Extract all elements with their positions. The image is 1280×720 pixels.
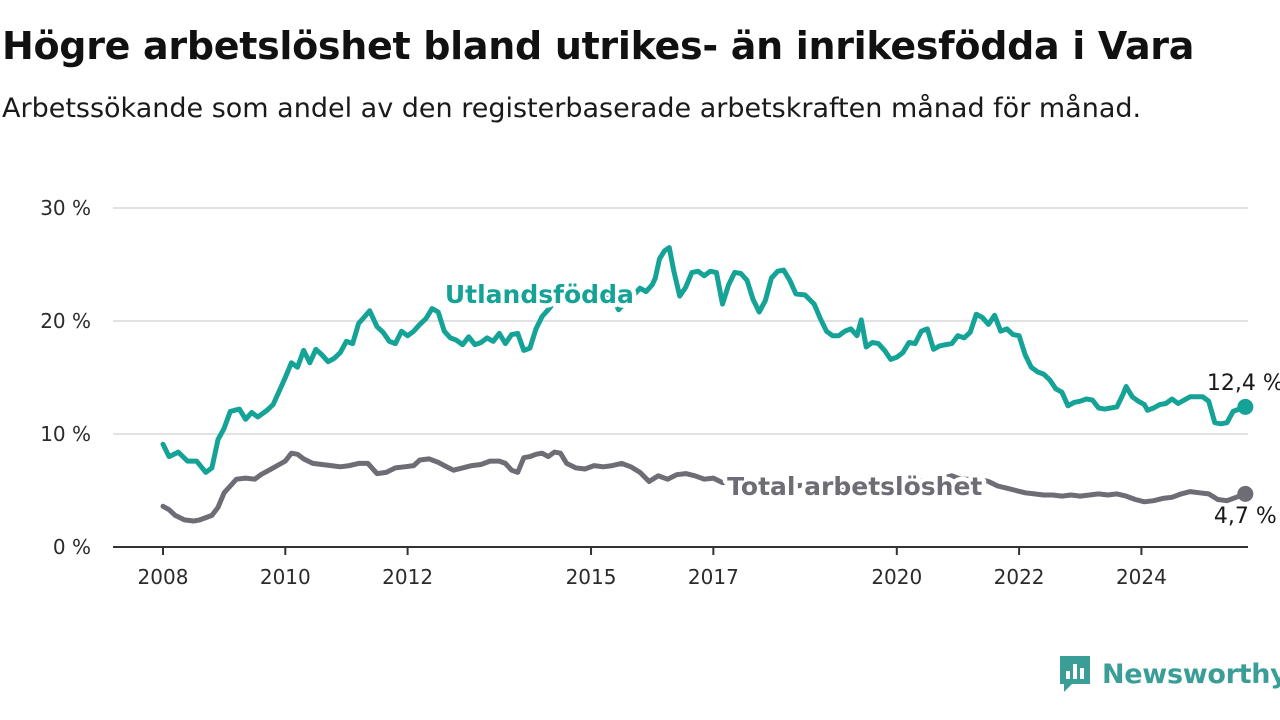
bar-chart-speech-bubble-icon — [1060, 656, 1090, 692]
gridlines — [113, 207, 1248, 435]
series-line-0 — [160, 245, 1248, 475]
y-tick-label: 0 % — [53, 535, 91, 559]
series-name-label: Total arbetslöshet — [727, 472, 982, 501]
chart-title: Högre arbetslöshet bland utrikes- än inr… — [2, 24, 1195, 68]
x-tick-label: 2008 — [138, 565, 189, 589]
end-value-label: 12,4 % — [1207, 371, 1280, 396]
x-tick-label: 2015 — [566, 565, 617, 589]
x-tick-label: 2022 — [994, 565, 1045, 589]
series-name-halo: Total arbetslöshet — [727, 472, 982, 501]
x-tick-label: 2017 — [688, 565, 739, 589]
x-axis-labels: 2008 2010 2012 2015 2017 2020 2022 2024 — [138, 565, 1167, 589]
x-tick-label: 2020 — [871, 565, 922, 589]
series-end-marker — [1237, 485, 1254, 502]
y-tick-label: 30 % — [40, 196, 91, 220]
y-axis-labels: 0 % 10 % 20 % 30 % — [40, 196, 91, 559]
series-end-marker — [1237, 398, 1254, 415]
series-line-1 — [160, 449, 1248, 524]
x-tick-label: 2024 — [1116, 565, 1167, 589]
series-name-halo: Utlandsfödda — [445, 280, 634, 309]
brand-name: Newsworthy — [1102, 658, 1280, 690]
x-axis — [113, 546, 1248, 555]
x-tick-label: 2010 — [260, 565, 311, 589]
end-value-halo: 12,4 % — [1207, 371, 1280, 396]
newsworthy-logo: Newsworthy — [1058, 654, 1280, 694]
end-value-label: 4,7 % — [1214, 504, 1277, 529]
chart-subtitle: Arbetssökande som andel av den registerb… — [2, 93, 1142, 124]
series-name-label: Utlandsfödda — [445, 280, 634, 309]
series-lines — [160, 245, 1254, 524]
x-tick-label: 2012 — [382, 565, 433, 589]
end-value-halo: 4,7 % — [1214, 504, 1277, 529]
y-tick-label: 10 % — [40, 422, 91, 446]
line-chart: 0 % 10 % 20 % 30 % 2008 2010 2012 2015 2017 2020… — [40, 196, 1280, 589]
y-tick-label: 20 % — [40, 309, 91, 333]
